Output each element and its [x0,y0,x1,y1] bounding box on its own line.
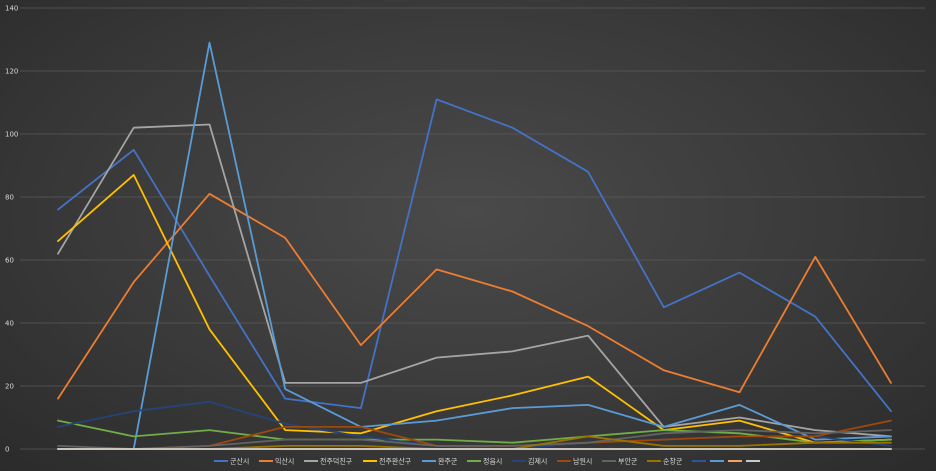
legend-label: 순창군 [663,458,683,466]
y-tick-label: 140 [5,5,18,13]
y-tick-label: 60 [5,257,14,265]
y-tick-label: 0 [5,446,9,454]
legend-label: 전주덕진구 [320,457,353,466]
series-lines [57,41,892,450]
legend-label: 완주군 [438,458,458,466]
legend-label: 익산시 [275,457,294,466]
legend-label: 김제시 [528,458,547,466]
series-line-4 [57,41,892,450]
series-line-1 [57,192,892,400]
legend-item: 전주완산구 [363,457,412,466]
legend-item: 정읍시 [467,457,502,466]
legend-item: 군산시 [214,457,249,466]
legend-item: 순창군 [647,458,683,466]
series-line-5 [57,419,892,444]
legend-item: 남원시 [557,457,592,466]
legend-item: 전주덕진구 [304,457,353,466]
series-line-2 [57,123,892,438]
y-tick-label: 100 [5,131,18,139]
legend: 군산시 익산시 전주덕진구 전주완산구 완주군 정읍시 김제시 남원시 부안군 순창군 [214,457,760,466]
legend-label: 전주완산구 [379,457,412,466]
series-line-3 [57,173,892,444]
legend-item: 김제시 [512,458,547,466]
y-tick-label: 40 [5,320,14,328]
legend-label: 부안군 [618,457,638,466]
legend-label: 정읍시 [483,457,502,466]
legend-item: 완주군 [422,458,458,466]
legend-item: 익산시 [259,457,294,466]
y-tick-label: 20 [5,383,14,391]
legend-item: 부안군 [602,457,638,466]
y-tick-label: 80 [5,194,14,202]
y-axis: 0 20 40 60 80 100 120 140 [5,5,18,454]
gridlines [20,7,925,450]
series-line-0 [57,98,892,413]
y-tick-label: 120 [5,68,18,76]
legend-label: 남원시 [573,457,592,466]
series-line-8 [57,429,892,450]
legend-label: 군산시 [230,457,249,466]
